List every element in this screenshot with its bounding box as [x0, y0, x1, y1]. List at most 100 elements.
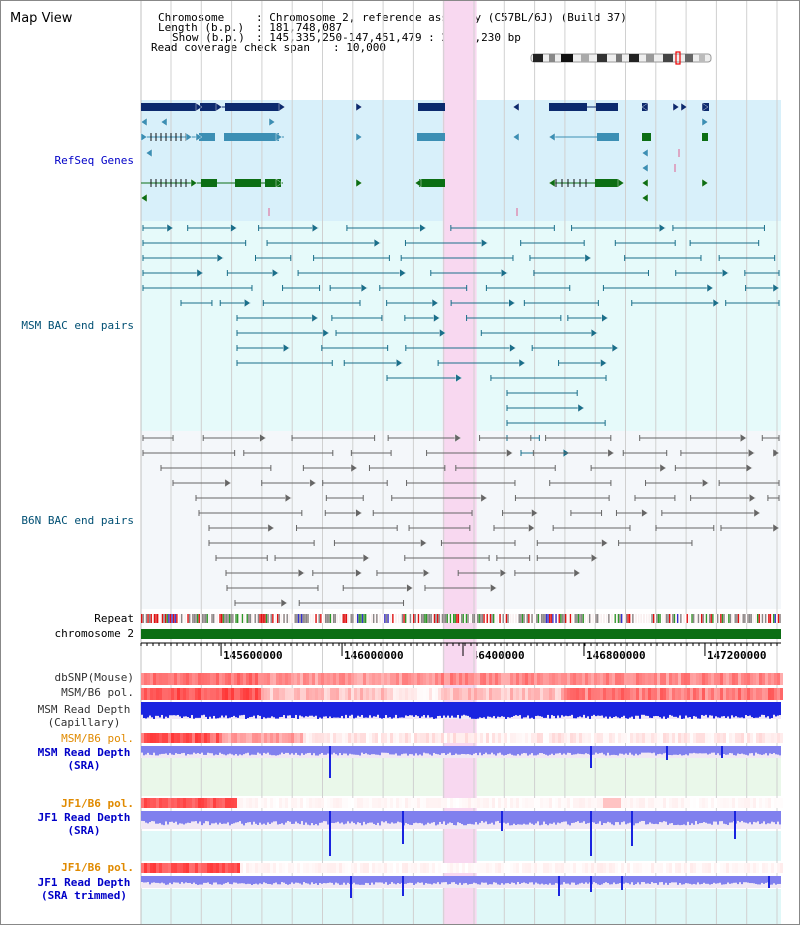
- heat-cell: [708, 733, 711, 743]
- heat-cell: [189, 688, 192, 700]
- heat-cell: [720, 863, 723, 873]
- heat-cell: [630, 688, 633, 700]
- depth-bar: [645, 746, 647, 753]
- heat-cell: [447, 673, 450, 685]
- repeat-element: [483, 614, 485, 623]
- depth-bar: [499, 746, 501, 753]
- repeat-element: [729, 614, 732, 623]
- depth-bar: [623, 876, 625, 884]
- heat-cell: [669, 733, 672, 743]
- heat-cell: [162, 673, 165, 685]
- heat-cell: [507, 798, 510, 808]
- heat-cell: [444, 733, 447, 743]
- heat-cell: [651, 798, 654, 808]
- heat-cell: [321, 688, 324, 700]
- heat-cell: [717, 673, 720, 685]
- heat-cell: [432, 863, 435, 873]
- heat-cell: [351, 863, 354, 873]
- repeat-element: [275, 614, 277, 623]
- heat-cell: [477, 673, 480, 685]
- heat-cell: [609, 798, 612, 808]
- depth-bar: [163, 702, 165, 719]
- heat-cell: [414, 688, 417, 700]
- strand-arrow: [641, 193, 649, 203]
- heat-cell: [477, 733, 480, 743]
- heat-cell: [462, 863, 465, 873]
- label-line: (SRA): [67, 759, 101, 772]
- heat-cell: [537, 798, 540, 808]
- depth-bar: [497, 746, 499, 754]
- depth-bar: [471, 811, 473, 825]
- depth-bar: [675, 746, 677, 755]
- depth-bar: [315, 746, 317, 756]
- depth-bar: [613, 702, 615, 717]
- msm-bac-track[interactable]: [142, 223, 780, 458]
- depth-bar: [765, 746, 767, 754]
- depth-bar: [337, 811, 339, 822]
- repeat-element: [283, 614, 285, 623]
- heat-cell: [567, 733, 570, 743]
- depth-bar: [677, 702, 679, 718]
- b6n-bac-end-arrow: [749, 493, 756, 503]
- depth-bar: [641, 746, 643, 753]
- label-line: MSM Read Depth: [37, 703, 131, 716]
- depth-bar: [207, 702, 209, 719]
- heat-cell: [210, 798, 213, 808]
- repeat-element: [566, 614, 568, 623]
- repeat-element: [155, 614, 157, 623]
- depth-bar: [299, 702, 301, 716]
- heat-cell: [507, 673, 510, 685]
- heat-cell: [180, 688, 183, 700]
- depth-bar: [321, 702, 323, 719]
- heat-cell: [183, 863, 186, 873]
- heat-cell: [303, 798, 306, 808]
- depth-bar: [211, 876, 213, 885]
- repeat-element: [357, 614, 359, 623]
- b6n-bac-track[interactable]: [142, 433, 780, 638]
- depth-bar: [353, 876, 355, 883]
- repeat-element: [581, 614, 583, 623]
- depth-bar: [661, 702, 663, 719]
- depth-bar: [403, 702, 405, 718]
- depth-bar: [353, 746, 355, 755]
- heat-cell: [192, 863, 195, 873]
- depth-bar: [773, 876, 775, 884]
- depth-bar: [231, 746, 233, 755]
- heat-cell: [723, 863, 726, 873]
- depth-bar: [531, 746, 533, 754]
- depth-bar: [469, 746, 471, 755]
- heat-cell: [498, 673, 501, 685]
- depth-bar: [353, 702, 355, 719]
- depth-spike: [501, 811, 503, 831]
- depth-bar: [443, 876, 445, 883]
- heat-cell: [273, 798, 276, 808]
- heat-cell: [729, 863, 732, 873]
- depth-bar: [201, 702, 203, 716]
- depth-bar: [581, 746, 583, 755]
- depth-bar: [679, 746, 681, 755]
- heat-cell: [501, 798, 504, 808]
- depth-bar: [369, 702, 371, 716]
- heat-cell: [654, 688, 657, 700]
- depth-bar: [483, 746, 485, 755]
- repeat-element: [158, 614, 160, 623]
- heat-cell: [603, 863, 606, 873]
- heat-cell: [597, 798, 600, 808]
- depth-bar: [461, 811, 463, 825]
- heat-cell: [276, 798, 279, 808]
- refseq-genes-track[interactable]: [140, 102, 709, 216]
- depth-bar: [351, 702, 353, 715]
- depth-bar: [325, 702, 327, 717]
- depth-bar: [683, 746, 685, 756]
- heat-cell: [468, 688, 471, 700]
- chromosome-ideogram[interactable]: [530, 51, 712, 65]
- heat-cell: [504, 673, 507, 685]
- heat-cell: [522, 798, 525, 808]
- depth-bar: [493, 811, 495, 825]
- depth-bar: [691, 811, 693, 824]
- heat-cell: [603, 688, 606, 700]
- depth-bar: [423, 702, 425, 716]
- heat-cell: [243, 798, 246, 808]
- heat-cell: [753, 688, 756, 700]
